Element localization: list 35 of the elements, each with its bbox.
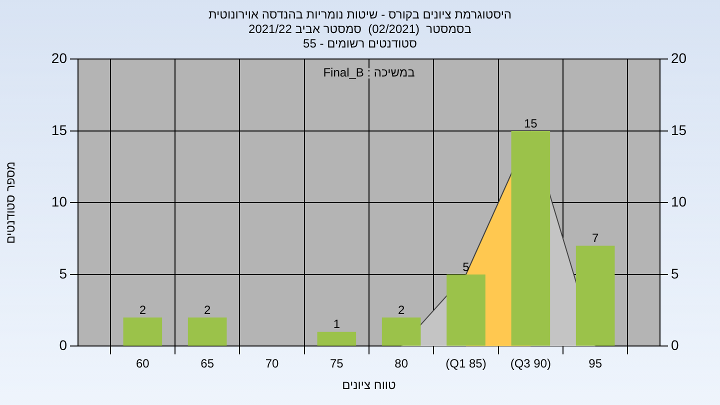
y2-tick-label: 20	[671, 50, 687, 66]
data-label: 7	[592, 231, 599, 246]
data-label: 2	[139, 302, 146, 317]
bar	[446, 274, 486, 346]
bar	[382, 318, 421, 346]
x-tick-label: 95	[588, 356, 602, 371]
x-tick-label: 70	[265, 356, 279, 371]
y2-tick-label: 5	[671, 265, 679, 282]
x-tick-label: (Q3 90)	[510, 356, 552, 371]
y-axis-title: מספר סטודנטים	[4, 162, 18, 244]
x-tick-label: 80	[394, 356, 408, 371]
x-tick-label: (Q1 85)	[446, 356, 486, 371]
y-tick-label: 10	[51, 194, 68, 210]
y2-tick-label: 0	[671, 337, 679, 354]
y-tick-label: 20	[51, 50, 68, 66]
y2-tick-label: 15	[671, 122, 687, 138]
chart-title: היסטוגרמת ציונים בקורס - שיטות נומריות בהנדסה אוירונוטית	[208, 8, 512, 22]
data-label: 1	[333, 317, 340, 332]
x-tick-label: 65	[200, 356, 214, 371]
data-label: 5	[462, 260, 470, 274]
data-label: 2	[204, 302, 211, 317]
data-label: 2	[398, 302, 405, 317]
x-tick-label: 75	[330, 356, 344, 371]
bar	[317, 332, 356, 346]
data-label: 15	[524, 116, 538, 130]
bar	[576, 246, 615, 346]
chart-subtitle: בסמסטר (02/2021) סמסטר אביב 2021/22 סטודנטים רשומים - 55	[248, 22, 472, 50]
y-tick-label: 15	[51, 122, 68, 138]
x-tick-label: 60	[136, 356, 150, 371]
bar	[188, 318, 227, 346]
bar	[123, 318, 162, 346]
y-tick-label: 0	[59, 337, 68, 354]
x-axis-title: טווח ציונים	[342, 378, 396, 392]
y2-tick-label: 10	[671, 194, 687, 210]
y-tick-label: 5	[59, 265, 68, 282]
